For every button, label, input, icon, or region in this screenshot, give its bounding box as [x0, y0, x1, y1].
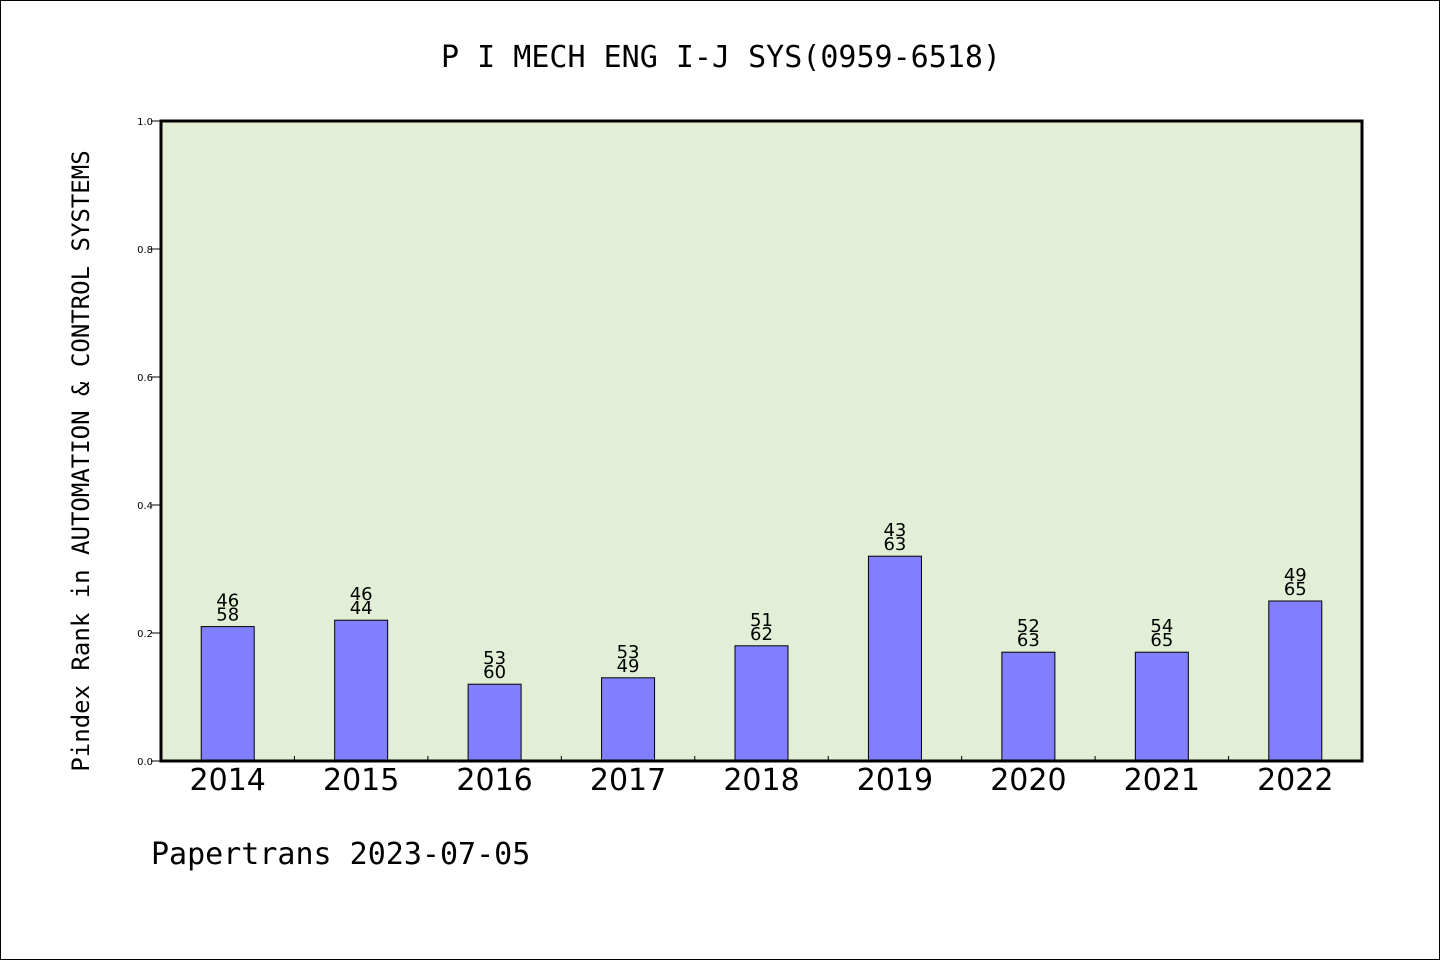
y-tick-label: 0.4	[137, 501, 153, 512]
bar-label-bottom: 49	[617, 656, 640, 677]
bar-2021	[1134, 651, 1189, 762]
bar-2016	[467, 683, 522, 762]
x-tick-label: 2017	[590, 763, 666, 798]
x-tick-label: 2019	[857, 763, 933, 798]
bar-label-bottom: 65	[1284, 579, 1307, 600]
y-tick-label: 0.0	[137, 757, 153, 768]
y-tick-label: 0.8	[137, 245, 153, 256]
bar-label-top: 46	[216, 591, 239, 612]
bar-label-bottom: 63	[1017, 630, 1040, 651]
x-tick-label: 2020	[990, 763, 1066, 798]
x-tick-label: 2021	[1124, 763, 1200, 798]
bar-label-top: 52	[1017, 616, 1040, 637]
bar-label-top: 53	[617, 642, 640, 663]
bar-2019	[867, 555, 922, 762]
plot-border	[159, 119, 1364, 763]
bar-label-bottom: 63	[883, 534, 906, 555]
bar-label-bottom: 62	[750, 624, 773, 645]
y-tick-label: 0.6	[137, 373, 153, 384]
x-tick-label: 2015	[323, 763, 399, 798]
bar-2018	[734, 645, 789, 762]
bar-label-top: 46	[350, 584, 373, 605]
bar-label-bottom: 65	[1150, 630, 1173, 651]
bar-2020	[1001, 651, 1056, 762]
bar-label-top: 54	[1150, 616, 1173, 637]
y-axis-label: Pindex Rank in AUTOMATION & CONTROL SYST…	[67, 150, 95, 771]
x-tick-label: 2014	[190, 763, 266, 798]
x-tick-label: 2016	[456, 763, 532, 798]
footer-credit: Papertrans 2023-07-05	[151, 837, 530, 872]
y-tick-label: 1.0	[137, 117, 153, 128]
bar-label-top: 49	[1284, 565, 1307, 586]
bar-label-top: 43	[883, 520, 906, 541]
x-tick-label: 2018	[723, 763, 799, 798]
bar-label-top: 53	[483, 648, 506, 669]
bar-2014	[200, 626, 255, 762]
bar-label-top: 51	[750, 610, 773, 631]
bar-2022	[1268, 600, 1323, 762]
y-tick-label: 0.2	[137, 629, 153, 640]
bar-2015	[334, 619, 389, 762]
chart-title: P I MECH ENG I-J SYS(0959-6518)	[441, 40, 1001, 75]
plot-area: 0.00.20.40.60.81.04658201446442015536020…	[137, 117, 1364, 798]
bar-label-bottom: 44	[350, 598, 373, 619]
x-tick-label: 2022	[1257, 763, 1333, 798]
bar-label-bottom: 58	[216, 605, 239, 626]
bar-label-bottom: 60	[483, 662, 506, 683]
bar-2017	[601, 677, 656, 762]
